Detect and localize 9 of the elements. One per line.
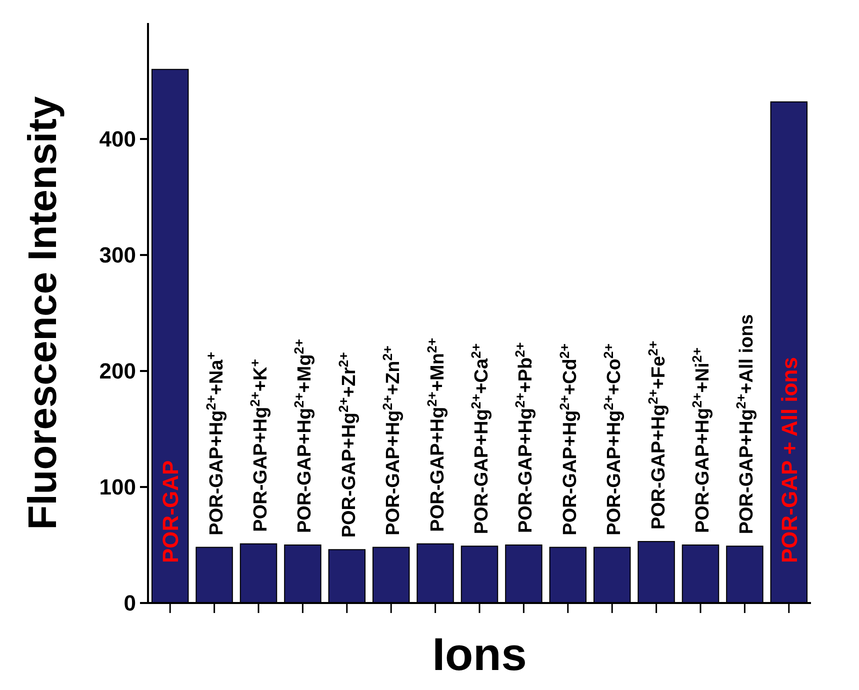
y-tick-label: 300 [99, 242, 136, 268]
y-tick-label: 200 [99, 358, 136, 384]
x-axis-title: Ions [432, 628, 527, 680]
x-tick-label: POR-GAP + All ions [776, 357, 802, 563]
y-axis-title: Fluorescence Intensity [21, 96, 65, 530]
y-tick-label: 400 [99, 126, 136, 152]
y-tick-label: 100 [99, 474, 136, 500]
x-tick-label: POR-GAP [158, 460, 184, 563]
y-tick-label: 0 [124, 590, 136, 616]
